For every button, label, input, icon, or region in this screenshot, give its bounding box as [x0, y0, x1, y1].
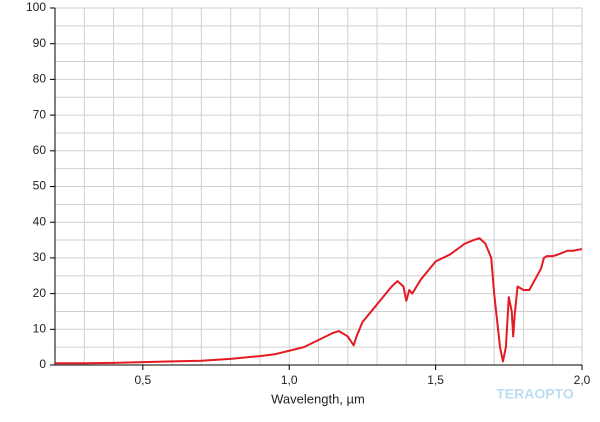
y-tick-label: 30: [33, 250, 47, 264]
y-tick-label: 60: [33, 143, 47, 157]
data-line: [55, 237, 583, 365]
x-tick-label: 2,0: [574, 373, 591, 387]
y-tick-label: 10: [33, 321, 47, 335]
x-axis-label: Wavelength, µm: [271, 391, 365, 406]
y-tick-label: 70: [33, 107, 47, 121]
y-tick-label: 20: [33, 286, 47, 300]
y-tick-label: 50: [33, 179, 47, 193]
y-tick-label: 90: [33, 36, 47, 50]
x-tick-label: 1,5: [427, 373, 444, 387]
x-tick-label: 0,5: [134, 373, 151, 387]
y-tick-label: 100: [26, 0, 46, 14]
y-tick-label: 0: [39, 357, 46, 371]
y-tick-label: 40: [33, 214, 47, 228]
y-tick-label: 80: [33, 72, 47, 86]
watermark: TERAOPTO: [496, 386, 574, 402]
x-tick-label: 1,0: [281, 373, 298, 387]
